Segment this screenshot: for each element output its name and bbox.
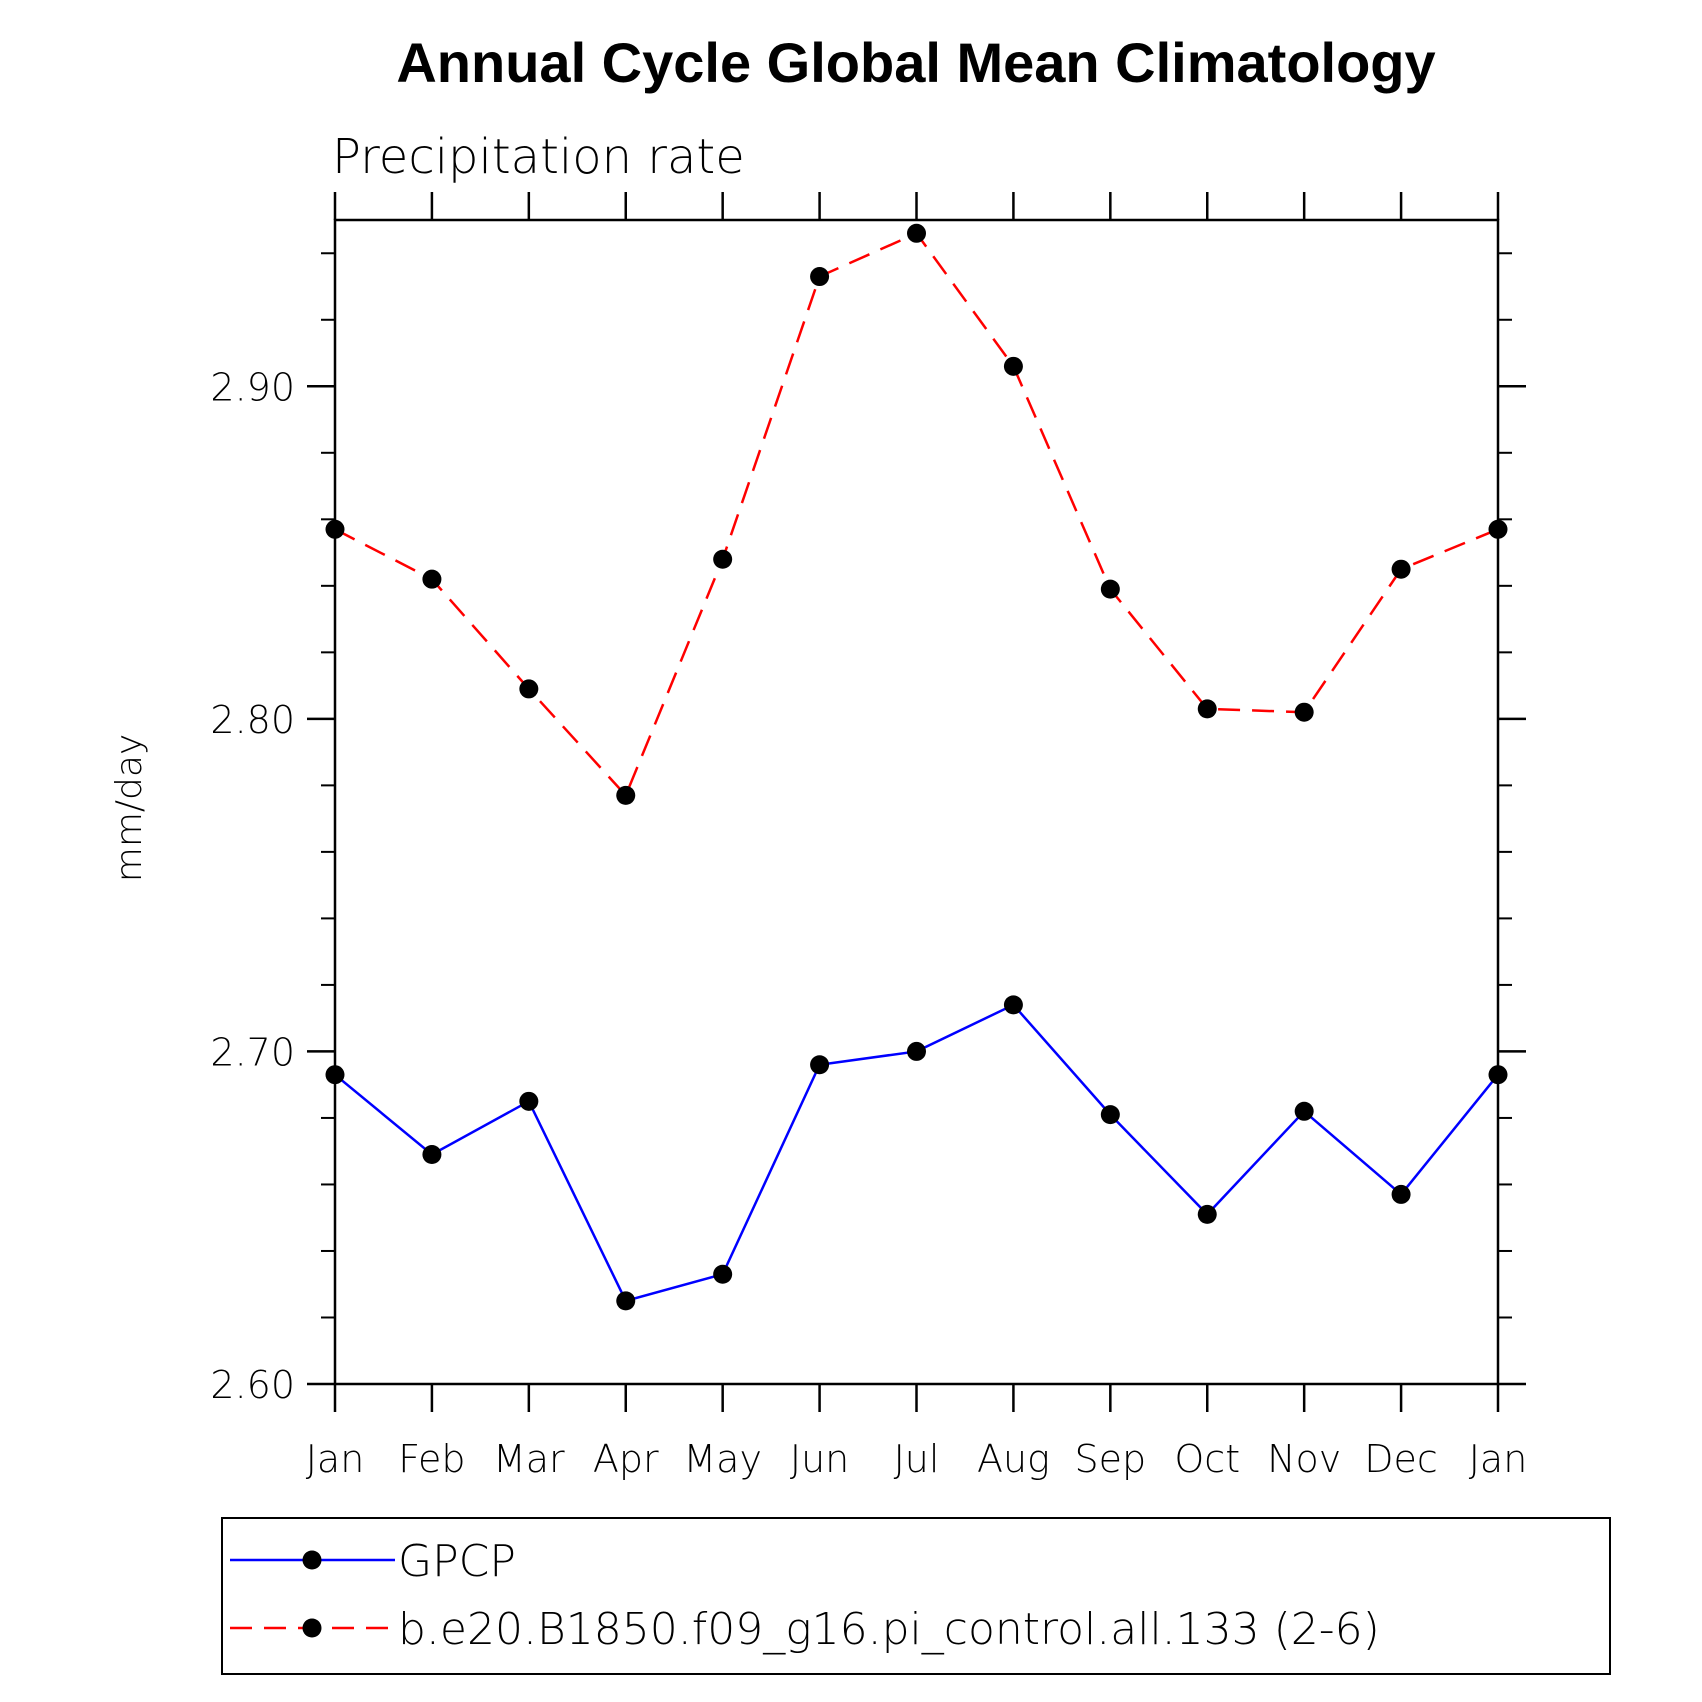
axis-tick-labels: Jan Feb Mar Apr May Jun Jul Aug Sep Oct Nov Dec Jan2… <box>210 365 1527 1481</box>
x-tick-label: Jul <box>894 1437 940 1481</box>
series-1-point <box>810 1055 830 1075</box>
series-2-point <box>1488 519 1508 539</box>
series-1-point <box>616 1291 636 1311</box>
series-1-point <box>1391 1184 1411 1204</box>
x-tick-label: Oct <box>1174 1437 1240 1481</box>
series-layer <box>325 223 1508 1311</box>
x-tick-label: Jan <box>1469 1437 1528 1481</box>
legend-label-1: GPCP <box>398 1536 516 1587</box>
chart-subtitle: Precipitation rate <box>332 129 745 185</box>
legend-marker-1 <box>302 1550 322 1570</box>
x-tick-label: Sep <box>1075 1437 1147 1481</box>
x-tick-label: Aug <box>977 1437 1050 1481</box>
legend: GPCP b.e20.B1850.f09_g16.pi_control.all.1… <box>221 1517 1611 1675</box>
legend-marker-2 <box>302 1618 322 1638</box>
series-2-point <box>907 223 926 243</box>
series-line-2 <box>334 231 1499 798</box>
legend-items: GPCP b.e20.B1850.f09_g16.pi_control.all.1… <box>230 1536 1380 1655</box>
series-2-point <box>422 569 442 589</box>
series-2-point <box>1294 702 1314 722</box>
x-tick-label: Mar <box>493 1437 565 1481</box>
series-2-point <box>1391 559 1411 579</box>
chart-title: Annual Cycle Global Mean Climatology <box>396 31 1435 94</box>
series-2-point <box>519 679 539 699</box>
series-1-point <box>907 1041 926 1061</box>
x-tick-label: May <box>683 1437 762 1481</box>
series-1-point <box>422 1145 442 1165</box>
y-axis-label: mm/day <box>109 734 150 882</box>
series-2-point <box>1003 356 1023 376</box>
y-tick-label: 2.60 <box>210 1363 295 1407</box>
series-1-point <box>1488 1065 1508 1085</box>
series-1-point <box>1100 1105 1120 1125</box>
axis-ticks <box>307 192 1526 1412</box>
y-tick-label: 2.70 <box>210 1030 295 1074</box>
plot-frame <box>333 218 1500 1386</box>
series-1-point <box>325 1065 345 1085</box>
x-tick-label: Jun <box>790 1437 849 1481</box>
series-2-point <box>810 267 830 287</box>
legend-label-2: b.e20.B1850.f09_g16.pi_control.all.133 (… <box>398 1604 1380 1655</box>
series-1-point <box>1003 995 1023 1015</box>
series-1-point <box>519 1091 539 1111</box>
x-tick-label: Apr <box>593 1437 659 1481</box>
series-2-point <box>616 785 636 805</box>
series-1-point <box>1197 1204 1217 1224</box>
series-2-point <box>1100 579 1120 599</box>
y-tick-label: 2.90 <box>210 365 295 409</box>
series-1-point <box>1294 1101 1314 1121</box>
x-tick-label: Nov <box>1267 1437 1341 1481</box>
x-tick-label: Jan <box>306 1437 365 1481</box>
x-tick-label: Feb <box>398 1437 465 1481</box>
series-2-point <box>713 549 733 569</box>
legend-box <box>221 1517 1611 1675</box>
series-2-point <box>1197 699 1217 719</box>
series-1-point <box>713 1264 733 1284</box>
series-2-point <box>325 519 345 539</box>
y-tick-label: 2.80 <box>210 698 295 742</box>
x-tick-label: Dec <box>1364 1437 1438 1481</box>
